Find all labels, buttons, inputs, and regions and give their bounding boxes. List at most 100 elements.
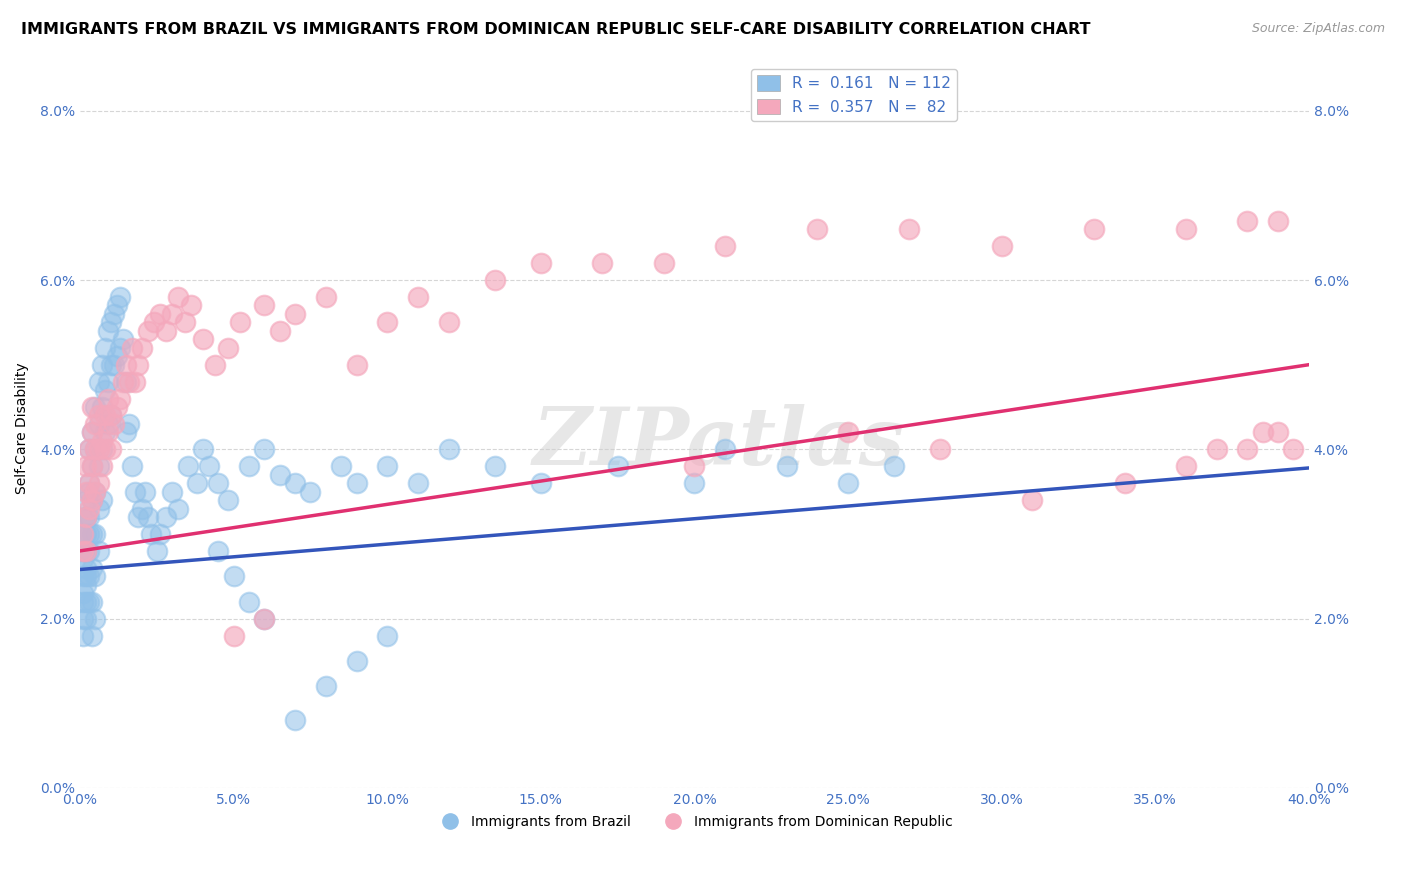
Point xyxy=(217,493,239,508)
Point xyxy=(375,459,398,474)
Point xyxy=(90,434,112,448)
Point xyxy=(75,611,97,625)
Point xyxy=(437,442,460,457)
Point xyxy=(79,544,101,558)
Point xyxy=(284,476,307,491)
Point xyxy=(238,459,260,474)
Point xyxy=(100,409,122,423)
Point xyxy=(115,375,138,389)
Point xyxy=(1236,442,1258,457)
Point xyxy=(72,569,94,583)
Point xyxy=(75,459,97,474)
Point xyxy=(173,315,195,329)
Point xyxy=(1282,442,1305,457)
Point xyxy=(75,544,97,558)
Point xyxy=(167,290,190,304)
Point xyxy=(90,442,112,457)
Point xyxy=(79,442,101,457)
Point xyxy=(207,476,229,491)
Point xyxy=(191,332,214,346)
Point xyxy=(72,595,94,609)
Point xyxy=(103,358,125,372)
Point xyxy=(198,459,221,474)
Point xyxy=(269,467,291,482)
Point xyxy=(155,510,177,524)
Point xyxy=(84,569,107,583)
Point xyxy=(87,501,110,516)
Point xyxy=(124,375,146,389)
Point xyxy=(180,298,202,312)
Point xyxy=(84,442,107,457)
Point xyxy=(284,307,307,321)
Point xyxy=(79,476,101,491)
Point xyxy=(72,552,94,566)
Point xyxy=(146,544,169,558)
Point xyxy=(375,628,398,642)
Point xyxy=(898,222,921,236)
Point xyxy=(84,417,107,431)
Point xyxy=(82,595,104,609)
Text: Source: ZipAtlas.com: Source: ZipAtlas.com xyxy=(1251,22,1385,36)
Point xyxy=(75,544,97,558)
Point xyxy=(72,544,94,558)
Point xyxy=(253,442,276,457)
Point xyxy=(990,239,1012,253)
Point xyxy=(72,544,94,558)
Point xyxy=(75,493,97,508)
Point xyxy=(1205,442,1227,457)
Point xyxy=(79,442,101,457)
Point xyxy=(75,544,97,558)
Point xyxy=(93,425,115,440)
Text: IMMIGRANTS FROM BRAZIL VS IMMIGRANTS FROM DOMINICAN REPUBLIC SELF-CARE DISABILIT: IMMIGRANTS FROM BRAZIL VS IMMIGRANTS FRO… xyxy=(21,22,1091,37)
Point xyxy=(75,527,97,541)
Point xyxy=(806,222,828,236)
Point xyxy=(530,476,553,491)
Point xyxy=(105,349,128,363)
Point xyxy=(149,307,172,321)
Point xyxy=(176,459,198,474)
Point xyxy=(100,315,122,329)
Point xyxy=(72,586,94,600)
Point xyxy=(406,476,429,491)
Point xyxy=(222,569,245,583)
Point xyxy=(84,527,107,541)
Text: ZIPatlas: ZIPatlas xyxy=(533,404,905,482)
Point xyxy=(484,459,506,474)
Point xyxy=(127,358,149,372)
Point xyxy=(93,383,115,397)
Point xyxy=(652,256,675,270)
Point xyxy=(97,417,120,431)
Point xyxy=(115,358,138,372)
Point xyxy=(97,392,120,406)
Point xyxy=(1114,476,1136,491)
Point xyxy=(315,290,337,304)
Point xyxy=(100,358,122,372)
Point xyxy=(121,341,143,355)
Point xyxy=(75,510,97,524)
Point xyxy=(84,611,107,625)
Point xyxy=(883,459,905,474)
Point xyxy=(93,409,115,423)
Point xyxy=(142,315,165,329)
Point xyxy=(238,595,260,609)
Point xyxy=(105,298,128,312)
Point xyxy=(375,315,398,329)
Point xyxy=(1267,425,1289,440)
Point xyxy=(253,611,276,625)
Point xyxy=(105,400,128,414)
Point xyxy=(79,595,101,609)
Point xyxy=(79,476,101,491)
Point xyxy=(97,425,120,440)
Point xyxy=(837,425,859,440)
Point xyxy=(346,654,368,668)
Point xyxy=(82,459,104,474)
Point xyxy=(406,290,429,304)
Point xyxy=(346,358,368,372)
Point xyxy=(134,484,156,499)
Point xyxy=(108,392,131,406)
Point xyxy=(82,493,104,508)
Point xyxy=(530,256,553,270)
Point xyxy=(87,409,110,423)
Point xyxy=(253,298,276,312)
Point xyxy=(204,358,226,372)
